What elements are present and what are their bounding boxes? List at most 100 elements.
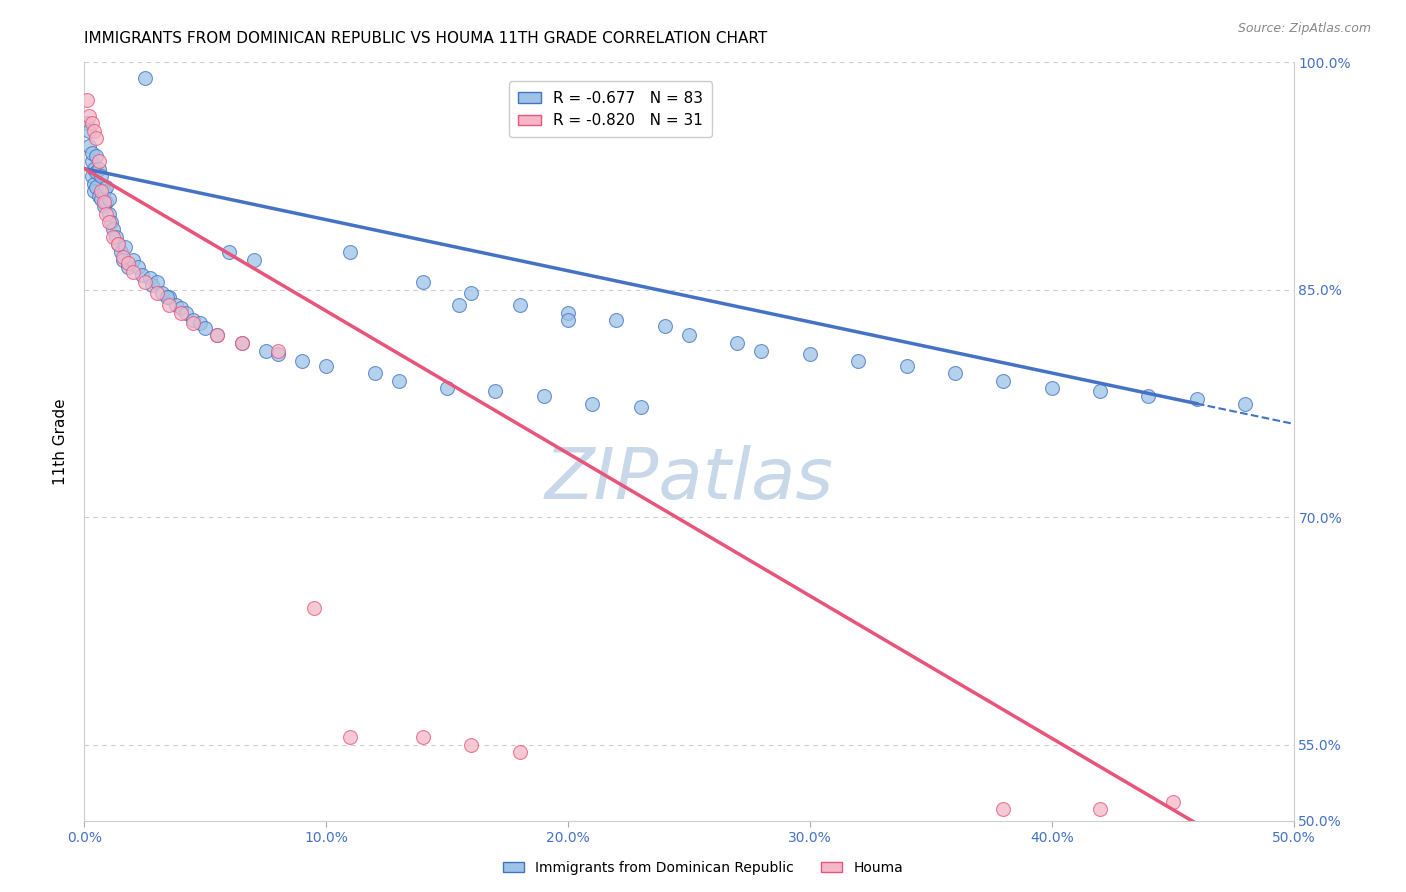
Point <box>103 229 125 244</box>
Point <box>94 194 117 209</box>
Point <box>76 116 98 130</box>
Point <box>100 214 122 228</box>
Point <box>157 298 180 312</box>
Y-axis label: 11th Grade: 11th Grade <box>53 398 69 485</box>
Point <box>80 153 103 168</box>
Point <box>83 184 105 198</box>
Point <box>207 328 229 343</box>
Point <box>581 396 603 410</box>
Point <box>155 291 177 305</box>
Point <box>146 275 169 289</box>
Point <box>93 199 115 213</box>
Point <box>170 306 193 320</box>
Point <box>231 336 253 351</box>
Point <box>678 328 700 343</box>
Point <box>86 149 108 163</box>
Point <box>207 328 229 343</box>
Point <box>110 244 132 259</box>
Point <box>77 138 100 153</box>
Point <box>138 270 160 285</box>
Point <box>87 161 110 176</box>
Point <box>146 285 169 300</box>
Point <box>86 179 108 194</box>
Point <box>86 164 108 178</box>
Point <box>654 319 676 334</box>
Point <box>93 194 115 209</box>
Legend: Immigrants from Dominican Republic, Houma: Immigrants from Dominican Republic, Houm… <box>498 855 908 880</box>
Point <box>1234 396 1257 410</box>
Point <box>1185 392 1208 406</box>
Point <box>112 252 135 267</box>
Point <box>254 343 277 358</box>
Point <box>449 298 471 312</box>
Point <box>80 169 103 184</box>
Legend: R = -0.677   N = 83, R = -0.820   N = 31: R = -0.677 N = 83, R = -0.820 N = 31 <box>509 81 711 137</box>
Point <box>90 192 112 206</box>
Point <box>97 192 120 206</box>
Point <box>1088 384 1111 399</box>
Point <box>170 301 193 315</box>
Point <box>557 306 579 320</box>
Point <box>93 184 115 198</box>
Text: IMMIGRANTS FROM DOMINICAN REPUBLIC VS HOUMA 11TH GRADE CORRELATION CHART: IMMIGRANTS FROM DOMINICAN REPUBLIC VS HO… <box>84 31 768 46</box>
Point <box>509 298 531 312</box>
Point <box>267 346 290 360</box>
Point <box>87 189 110 203</box>
Point <box>150 285 173 300</box>
Point <box>231 336 253 351</box>
Point <box>83 177 105 191</box>
Point <box>291 354 314 368</box>
Point <box>1088 801 1111 815</box>
Point <box>107 237 129 252</box>
Point <box>302 601 325 615</box>
Point <box>194 321 217 335</box>
Point <box>174 306 197 320</box>
Point <box>90 184 112 198</box>
Text: ZIPatlas: ZIPatlas <box>544 445 834 514</box>
Point <box>114 240 136 254</box>
Point <box>267 343 290 358</box>
Point <box>134 70 156 85</box>
Point <box>460 285 482 300</box>
Point <box>605 313 627 327</box>
Point <box>80 116 103 130</box>
Point <box>339 730 361 744</box>
Point <box>97 207 120 221</box>
Point <box>131 268 153 282</box>
Point <box>112 250 135 264</box>
Point <box>103 222 125 236</box>
Point <box>412 275 434 289</box>
Point <box>97 214 120 228</box>
Point <box>157 291 180 305</box>
Point <box>725 336 748 351</box>
Point <box>412 730 434 744</box>
Point <box>134 275 156 289</box>
Point <box>117 260 139 274</box>
Point <box>218 244 240 259</box>
Point <box>76 94 98 108</box>
Point <box>509 745 531 759</box>
Point <box>94 179 117 194</box>
Point <box>339 244 361 259</box>
Point <box>94 207 117 221</box>
Point <box>436 382 458 396</box>
Point <box>86 131 108 145</box>
Point <box>751 343 773 358</box>
Point <box>799 346 821 360</box>
Point <box>181 316 204 330</box>
Point <box>943 366 966 380</box>
Point <box>1040 382 1063 396</box>
Point <box>181 313 204 327</box>
Point <box>363 366 385 380</box>
Point <box>896 359 918 373</box>
Point <box>77 109 100 123</box>
Point <box>315 359 337 373</box>
Point <box>388 374 411 388</box>
Point <box>83 123 105 137</box>
Point <box>121 252 143 267</box>
Point <box>141 278 163 293</box>
Point <box>993 374 1015 388</box>
Point <box>242 252 264 267</box>
Point <box>121 265 143 279</box>
Point <box>846 354 869 368</box>
